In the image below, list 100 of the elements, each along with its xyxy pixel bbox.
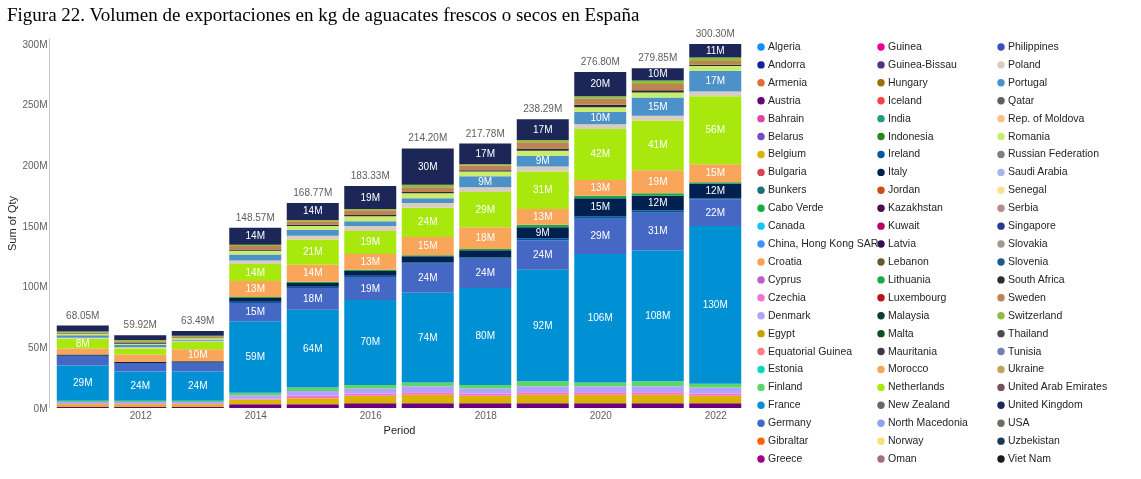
legend-label: France: [768, 398, 801, 411]
legend-label: Cyprus: [768, 272, 802, 285]
data-label: 17M: [533, 123, 553, 135]
legend-label: Hungary: [888, 75, 929, 88]
data-label: 64M: [303, 342, 323, 354]
legend-label: India: [888, 111, 911, 124]
legend-label: Morocco: [888, 362, 929, 375]
y-tick-label: 0M: [33, 402, 48, 414]
legend-label: Sweden: [1008, 290, 1047, 303]
data-label: 15M: [245, 306, 265, 318]
data-label: 11M: [705, 44, 725, 56]
total-label: 148.57M: [235, 211, 275, 223]
legend-label: Gibraltar: [768, 434, 809, 447]
data-label: 24M: [130, 380, 150, 392]
data-label: 13M: [590, 181, 610, 193]
data-label: 14M: [245, 266, 265, 278]
data-label: 24M: [475, 267, 495, 279]
legend-label: Jordan: [888, 183, 921, 196]
total-label: 238.29M: [523, 103, 563, 115]
legend-label: Kazakhstan: [888, 201, 944, 214]
data-label: 15M: [648, 100, 668, 112]
y-tick-label: 100M: [22, 281, 48, 293]
legend-label: Malta: [888, 326, 914, 339]
legend-label: Germany: [768, 416, 812, 429]
data-label: 9M: [478, 175, 493, 187]
total-label: 68.05M: [66, 309, 100, 321]
x-tick-label: 2020: [589, 409, 613, 421]
data-label: 14M: [303, 267, 323, 279]
data-label: 9M: [535, 226, 550, 238]
total-label: 279.85M: [638, 52, 678, 64]
data-label: 15M: [590, 201, 610, 213]
legend-label: Portugal: [1008, 75, 1048, 88]
legend-label: China, Hong Kong SAR: [768, 237, 879, 250]
legend-label: Czechia: [768, 290, 807, 303]
y-tick-label: 200M: [22, 159, 48, 171]
data-label: 24M: [418, 272, 438, 284]
total-label: 59.92M: [123, 319, 157, 331]
legend-label: Bahrain: [768, 111, 805, 124]
y-axis-title: Sum of Qty: [6, 195, 19, 252]
legend-label: Norway: [888, 434, 925, 447]
y-tick-label: 150M: [22, 220, 48, 232]
x-tick-label: 2012: [129, 409, 153, 421]
legend-label: Croatia: [768, 254, 803, 267]
data-label: 24M: [533, 249, 553, 261]
legend-label: New Zealand: [888, 398, 951, 411]
legend-label: Lithuania: [888, 272, 931, 285]
legend-label: Tunisia: [1008, 344, 1042, 357]
data-label: 15M: [705, 167, 725, 179]
legend-label: Viet Nam: [1008, 452, 1052, 465]
legend-label: Slovakia: [1008, 237, 1048, 250]
legend-label: Belarus: [768, 129, 804, 142]
legend-label: Luxembourg: [888, 290, 947, 303]
data-label: 41M: [648, 139, 668, 151]
data-label: 17M: [705, 75, 725, 87]
data-label: 24M: [418, 216, 438, 228]
legend-label: Senegal: [1008, 183, 1047, 196]
legend-label: United Kingdom: [1008, 398, 1083, 411]
legend-label: Canada: [768, 219, 805, 232]
legend-label: North Macedonia: [888, 416, 969, 429]
legend-label: Russian Federation: [1008, 147, 1100, 160]
legend-label: Egypt: [768, 326, 795, 339]
data-label: 80M: [475, 330, 495, 342]
data-label: 10M: [648, 68, 668, 80]
data-label: 8M: [75, 337, 90, 349]
data-label: 15M: [418, 240, 438, 252]
data-label: 12M: [648, 196, 668, 208]
legend-label: Philippines: [1008, 39, 1059, 52]
x-axis-title: Period: [383, 423, 416, 436]
data-label: 10M: [188, 349, 208, 361]
data-label: 17M: [475, 147, 495, 159]
legend-label: Switzerland: [1008, 308, 1063, 321]
legend-label: Netherlands: [888, 380, 945, 393]
data-label: 31M: [648, 225, 668, 237]
legend-label: Thailand: [1008, 326, 1049, 339]
legend-label: Mauritania: [888, 344, 938, 357]
legend-label: Slovenia: [1008, 254, 1049, 267]
x-tick-label: 2018: [474, 409, 498, 421]
data-label: 31M: [533, 184, 553, 196]
data-label: 24M: [188, 380, 208, 392]
x-tick-label: 2022: [704, 409, 728, 421]
legend-label: Andorra: [768, 57, 806, 70]
data-label: 29M: [590, 230, 610, 242]
data-label: 42M: [590, 148, 610, 160]
data-label: 9M: [535, 155, 550, 167]
data-label: 18M: [475, 232, 495, 244]
legend-label: Serbia: [1008, 201, 1039, 214]
total-label: 217.78M: [465, 127, 505, 139]
legend-label: Denmark: [768, 308, 812, 321]
legend-label: Lebanon: [888, 254, 930, 267]
data-label: 19M: [360, 191, 380, 203]
legend-label: Latvia: [888, 237, 917, 250]
legend-label: Romania: [1008, 129, 1051, 142]
data-label: 10M: [590, 112, 610, 124]
data-label: 22M: [705, 206, 725, 218]
data-label: 19M: [648, 175, 668, 187]
legend-label: Qatar: [1008, 93, 1035, 106]
legend-label: Greece: [768, 452, 803, 465]
data-label: 108M: [645, 309, 671, 321]
data-label: 21M: [303, 246, 323, 258]
y-tick-label: 250M: [22, 99, 48, 111]
